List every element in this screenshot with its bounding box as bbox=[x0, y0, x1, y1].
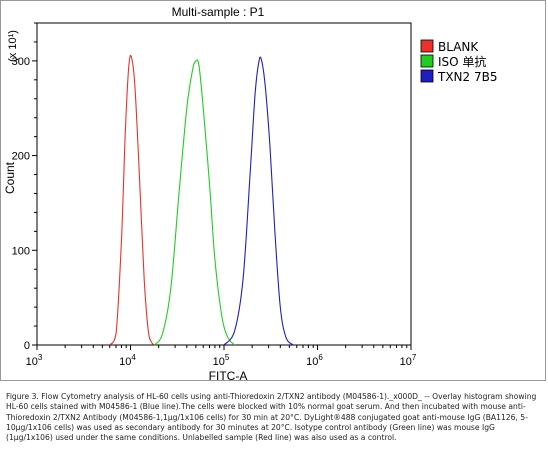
legend-swatch bbox=[420, 69, 434, 83]
x-axis-label: FITC-A bbox=[209, 369, 248, 383]
flow-cytometry-histogram: Multi-sample : P1 (x 10¹) Count FITC-A 1… bbox=[3, 5, 497, 383]
y-axis-multiplier-label: (x 10¹) bbox=[7, 30, 19, 62]
x-tick-label: 107 bbox=[400, 353, 417, 368]
x-tick-label: 104 bbox=[119, 353, 136, 368]
legend-swatch bbox=[420, 54, 434, 68]
series-line-3 bbox=[223, 56, 294, 346]
figure-frame bbox=[0, 0, 546, 381]
axis-ticks: 103 104 105 106 107 0 100 200 300 bbox=[12, 22, 417, 368]
figure-caption: Figure 3. Flow Cytometry analysis of HL-… bbox=[6, 392, 537, 443]
x-tick-label: 103 bbox=[26, 353, 43, 368]
legend-label: TXN2 7B5 bbox=[437, 70, 497, 84]
y-tick-label: 0 bbox=[24, 340, 30, 352]
series-line-1 bbox=[109, 54, 156, 346]
x-tick-label: 105 bbox=[213, 353, 230, 368]
y-tick-label: 100 bbox=[12, 245, 30, 257]
y-tick-label: 200 bbox=[12, 151, 30, 163]
legend-swatch bbox=[420, 39, 434, 53]
series-layer bbox=[109, 54, 294, 346]
y-axis-label: Count bbox=[3, 161, 17, 194]
series-line-2 bbox=[153, 59, 236, 346]
y-tick-label: 300 bbox=[12, 56, 30, 68]
legend-label: ISO 单抗 bbox=[438, 54, 486, 69]
x-tick-label: 106 bbox=[306, 353, 323, 368]
plot-area-frame bbox=[36, 22, 412, 346]
chart-title: Multi-sample : P1 bbox=[172, 5, 265, 19]
legend-label: BLANK bbox=[438, 40, 479, 54]
